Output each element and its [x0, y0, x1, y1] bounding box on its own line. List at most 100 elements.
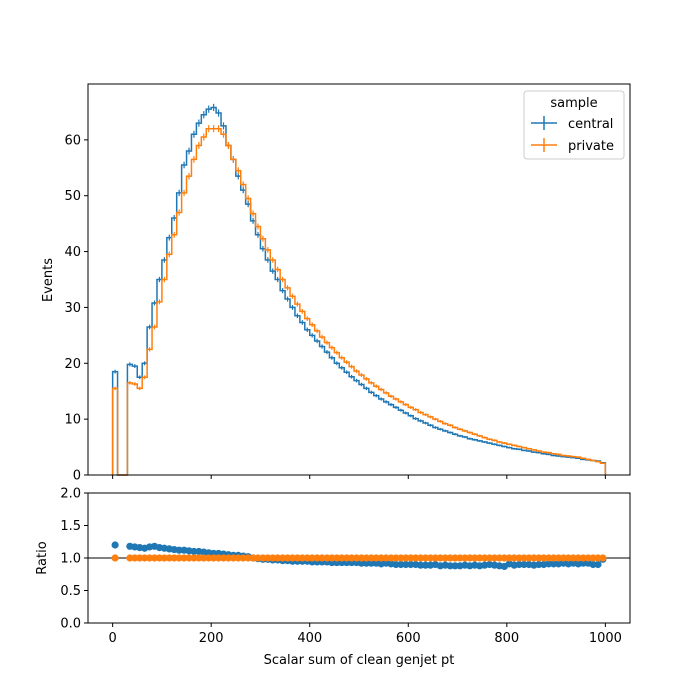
ratio-y-tick-label: 0.0 — [60, 617, 81, 632]
ratio-point-private — [150, 554, 159, 562]
ratio-point-private — [515, 554, 523, 562]
ratio-point-private — [431, 554, 439, 562]
ratio-point-private — [510, 554, 518, 562]
ratio-point-private — [564, 554, 573, 562]
ratio-point-central — [520, 560, 528, 569]
legend-item-private: private — [531, 138, 614, 154]
ratio-point-private — [145, 554, 154, 562]
histogram-y-ticks: 0 10 20 30 40 50 60 — [64, 133, 88, 484]
ratio-point-private — [579, 554, 587, 562]
ratio-point-private — [402, 554, 410, 562]
ratio-series-private — [111, 554, 607, 562]
ratio-y-tick-label: 0.5 — [60, 584, 81, 599]
ratio-point-private — [126, 554, 134, 562]
ratio-point-private — [155, 554, 164, 562]
histogram-y-tick-label: 10 — [64, 413, 81, 428]
ratio-point-private — [348, 554, 356, 562]
ratio-point-private — [283, 554, 292, 562]
ratio-point-private — [436, 554, 444, 562]
ratio-point-central — [357, 559, 366, 567]
ratio-y-tick-label: 1.5 — [60, 519, 81, 534]
ratio-point-private — [397, 554, 405, 562]
ratio-point-private — [333, 554, 341, 562]
ratio-point-private — [259, 554, 267, 562]
histogram-series-private — [111, 125, 607, 476]
ratio-x-tick-label: 600 — [396, 631, 421, 646]
ratio-point-private — [559, 554, 568, 562]
ratio-point-private — [490, 554, 499, 562]
histogram-frame — [87, 83, 631, 476]
ratio-point-private — [293, 554, 302, 562]
ratio-point-private — [205, 554, 213, 562]
ratio-point-central — [594, 560, 602, 569]
ratio-point-private — [328, 554, 336, 562]
ratio-point-central — [111, 541, 119, 549]
legend-item-central: central — [531, 116, 613, 132]
ratio-point-private — [495, 554, 504, 562]
ratio-point-private — [165, 554, 173, 562]
ratio-point-private — [481, 554, 489, 562]
ratio-point-private — [318, 554, 326, 562]
ratio-point-central — [407, 560, 415, 569]
ratio-point-central — [362, 559, 370, 567]
ratio-point-private — [254, 554, 262, 562]
ratio-point-private — [264, 554, 272, 562]
legend-box — [523, 90, 625, 160]
histogram-step-private — [111, 127, 607, 476]
ratio-point-private — [456, 554, 464, 562]
ratio-point-private — [589, 554, 597, 562]
histogram-y-tick-label: 0 — [73, 469, 81, 484]
ratio-point-private — [540, 554, 548, 562]
ratio-point-private — [274, 554, 282, 562]
ratio-point-private — [535, 554, 543, 562]
ratio-point-private — [239, 554, 247, 562]
ratio-point-private — [323, 554, 331, 562]
ratio-point-private — [525, 554, 533, 562]
ratio-point-private — [357, 554, 366, 562]
ratio-point-private — [308, 554, 316, 562]
ratio-x-tick-label: 800 — [494, 631, 519, 646]
histogram-y-label: Events — [41, 258, 56, 302]
ratio-point-private — [594, 554, 602, 562]
ratio-point-private — [412, 554, 420, 562]
ratio-panel: 0.00.51.01.52.0 0 200 400 600 800 1000 Ratio … — [35, 487, 631, 668]
ratio-point-private — [160, 554, 168, 562]
ratio-point-central — [579, 559, 587, 567]
ratio-x-tick-label: 0 — [108, 631, 116, 646]
ratio-point-central — [515, 560, 523, 569]
ratio-point-private — [416, 554, 425, 562]
ratio-point-private — [219, 554, 228, 562]
ratio-point-private — [545, 554, 553, 562]
ratio-point-private — [387, 554, 395, 562]
ratio-point-central — [416, 561, 425, 569]
ratio-point-private — [520, 554, 528, 562]
ratio-point-private — [377, 554, 385, 562]
ratio-point-private — [569, 554, 577, 562]
ratio-point-private — [190, 554, 198, 562]
ratio-point-private — [244, 554, 252, 562]
legend-label-private: private — [568, 139, 614, 154]
ratio-x-tick-label: 200 — [199, 631, 224, 646]
histogram-step-central — [111, 106, 607, 476]
ratio-point-private — [170, 554, 178, 562]
ratio-point-private — [584, 554, 592, 562]
ratio-point-private — [367, 554, 375, 562]
ratio-x-ticks: 0 200 400 600 800 1000 — [108, 623, 622, 646]
ratio-point-private — [476, 554, 484, 562]
ratio-point-private — [530, 554, 538, 562]
ratio-point-private — [313, 554, 321, 562]
ratio-point-private — [338, 554, 346, 562]
ratio-point-private — [288, 554, 297, 562]
histogram-x-ticks — [112, 475, 606, 479]
ratio-point-central — [589, 560, 597, 569]
ratio-point-private — [421, 554, 430, 562]
ratio-point-private — [505, 554, 513, 562]
ratio-point-private — [224, 554, 233, 562]
ratio-point-private — [554, 554, 563, 562]
ratio-point-private — [234, 554, 242, 562]
ratio-point-private — [343, 554, 351, 562]
ratio-point-central — [545, 560, 553, 568]
histogram-y-tick-label: 60 — [64, 133, 81, 148]
ratio-point-private — [451, 554, 459, 562]
ratio-point-private — [382, 554, 390, 562]
